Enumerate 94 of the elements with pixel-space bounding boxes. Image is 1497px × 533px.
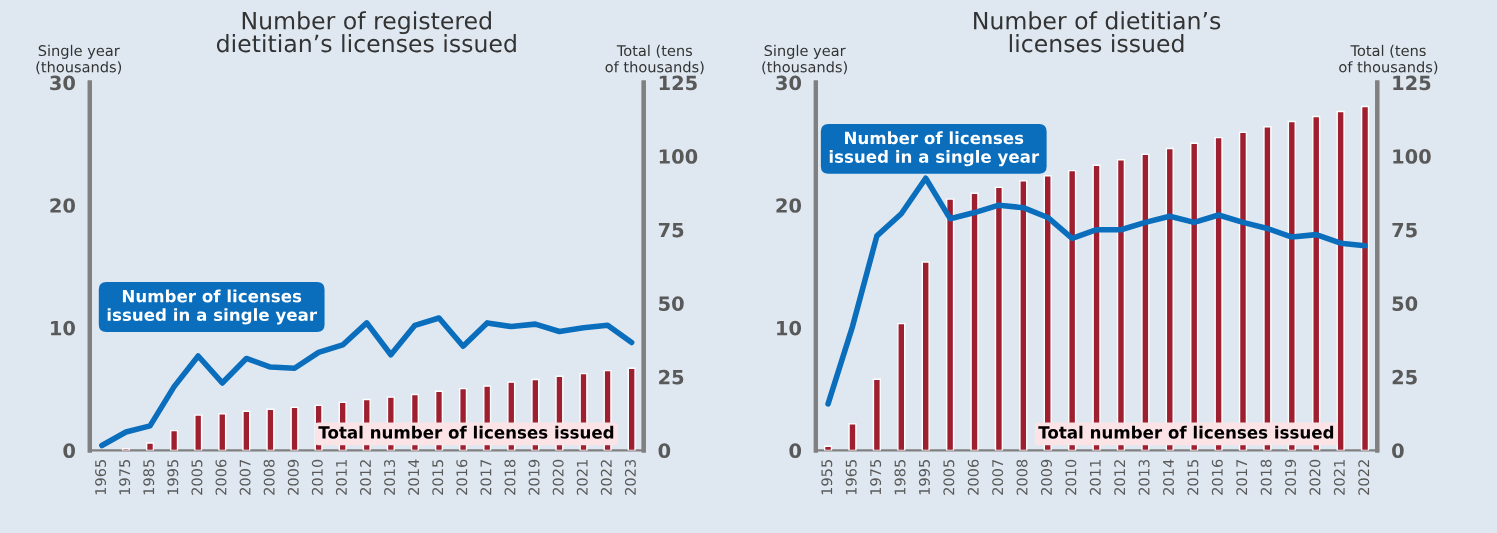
x-tick-label: 2015 bbox=[432, 459, 444, 495]
bar bbox=[290, 406, 299, 451]
x-tick-label: 2010 bbox=[311, 459, 323, 495]
x-tick-label: 2019 bbox=[1285, 459, 1297, 495]
x-tick-label: 1975 bbox=[119, 459, 131, 495]
x-tick-label: 1995 bbox=[918, 459, 930, 495]
bar bbox=[1019, 180, 1028, 451]
series-label: Total number of licenses issued bbox=[1038, 425, 1334, 439]
x-tick-label: 2013 bbox=[384, 459, 396, 495]
series-label: Number of licenses issued in a single year bbox=[107, 289, 318, 325]
y-tick-label: 10 bbox=[51, 320, 75, 336]
x-tick-label: 1965 bbox=[95, 459, 107, 495]
x-tick-label: 2017 bbox=[1236, 459, 1248, 495]
x-tick-label: 2019 bbox=[528, 459, 540, 495]
bar bbox=[945, 198, 955, 451]
bar bbox=[848, 423, 857, 451]
y2-tick-label: 125 bbox=[659, 75, 697, 91]
y-tick-label: 20 bbox=[50, 198, 75, 213]
y-tick-label: 20 bbox=[776, 198, 802, 213]
x-tick-label: 2008 bbox=[263, 459, 275, 495]
bar bbox=[970, 192, 979, 451]
bar bbox=[218, 413, 227, 451]
bar bbox=[242, 410, 251, 451]
y2-tick-label: 100 bbox=[659, 149, 698, 164]
x-tick-label: 2020 bbox=[552, 459, 564, 495]
y-axis-title: Single year (thousands) bbox=[36, 44, 122, 75]
x-tick-label: 1955 bbox=[821, 459, 833, 495]
bar bbox=[194, 414, 203, 451]
chart-title: Number of dietitian’s licenses issued bbox=[974, 11, 1221, 53]
bar bbox=[145, 442, 155, 451]
bar bbox=[170, 429, 179, 451]
x-tick-label: 2018 bbox=[1260, 459, 1272, 495]
x-tick-label: 2021 bbox=[576, 460, 588, 495]
x-tick-label: 2005 bbox=[191, 459, 203, 495]
bar bbox=[627, 367, 636, 451]
y2-tick-label: 50 bbox=[1392, 296, 1418, 311]
x-tick-label: 2014 bbox=[1162, 459, 1175, 495]
x-tick-label: 2006 bbox=[967, 459, 979, 495]
bar bbox=[1360, 105, 1370, 451]
x-tick-label: 1985 bbox=[894, 459, 906, 495]
y2-tick-label: 50 bbox=[659, 296, 684, 311]
y-tick-label: 10 bbox=[777, 320, 802, 336]
bar bbox=[872, 378, 881, 451]
x-tick-label: 2015 bbox=[1187, 459, 1199, 495]
x-tick-label: 2008 bbox=[1016, 459, 1028, 495]
x-tick-label: 2011 bbox=[1089, 460, 1101, 495]
y2-axis-title: Total (tens of thousands) bbox=[605, 44, 704, 75]
bar bbox=[994, 186, 1004, 451]
x-tick-label: 2022 bbox=[1358, 460, 1370, 495]
y-tick-label: 0 bbox=[789, 443, 802, 459]
series-label: Number of licenses issued in a single year bbox=[829, 131, 1040, 167]
series-label: Total number of licenses issued bbox=[318, 425, 614, 439]
y2-tick-label: 0 bbox=[658, 443, 671, 459]
x-tick-label: 2022 bbox=[600, 460, 612, 495]
y2-tick-label: 100 bbox=[1393, 149, 1431, 164]
x-tick-label: 2016 bbox=[456, 459, 468, 495]
y-tick-label: 30 bbox=[50, 75, 75, 91]
x-tick-label: 1965 bbox=[845, 459, 857, 495]
y2-tick-label: 75 bbox=[1392, 222, 1417, 238]
y-tick-label: 0 bbox=[63, 443, 75, 459]
x-tick-label: 2014 bbox=[408, 459, 420, 495]
bar bbox=[1336, 110, 1345, 451]
x-tick-label: 2023 bbox=[624, 459, 636, 495]
x-tick-label: 2017 bbox=[480, 459, 492, 495]
x-tick-label: 2005 bbox=[943, 459, 955, 495]
x-tick-label: 2010 bbox=[1065, 459, 1077, 495]
bar bbox=[921, 261, 930, 451]
y2-tick-label: 25 bbox=[1392, 369, 1417, 385]
x-tick-label: 2013 bbox=[1138, 459, 1150, 495]
bar bbox=[266, 408, 275, 451]
y2-tick-label: 0 bbox=[1392, 443, 1404, 459]
x-tick-label: 2009 bbox=[1040, 459, 1052, 495]
x-tick-label: 2007 bbox=[239, 459, 251, 495]
x-tick-label: 2016 bbox=[1211, 459, 1223, 495]
y-axis-title: Single year (thousands) bbox=[762, 44, 847, 75]
bar bbox=[897, 322, 906, 451]
x-tick-label: 2012 bbox=[1114, 460, 1126, 495]
x-tick-label: 2020 bbox=[1309, 459, 1321, 495]
y2-tick-label: 125 bbox=[1393, 75, 1431, 91]
y-tick-label: 30 bbox=[776, 75, 802, 91]
x-tick-label: 2007 bbox=[992, 459, 1004, 495]
chart-title: Number of registered dietitian’s licenses issued bbox=[216, 11, 516, 53]
x-tick-label: 1975 bbox=[870, 459, 882, 495]
x-tick-label: 1985 bbox=[143, 459, 155, 495]
y2-tick-label: 25 bbox=[659, 369, 684, 385]
x-tick-label: 2021 bbox=[1333, 460, 1345, 495]
y2-tick-label: 75 bbox=[658, 222, 684, 238]
x-tick-label: 2012 bbox=[359, 460, 371, 495]
x-tick-label: 2009 bbox=[287, 459, 299, 495]
x-tick-label: 2011 bbox=[335, 460, 347, 495]
x-tick-label: 2006 bbox=[215, 459, 227, 495]
x-tick-label: 2018 bbox=[504, 459, 516, 495]
x-tick-label: 1995 bbox=[167, 459, 179, 495]
y2-axis-title: Total (tens of thousands) bbox=[1339, 44, 1438, 75]
